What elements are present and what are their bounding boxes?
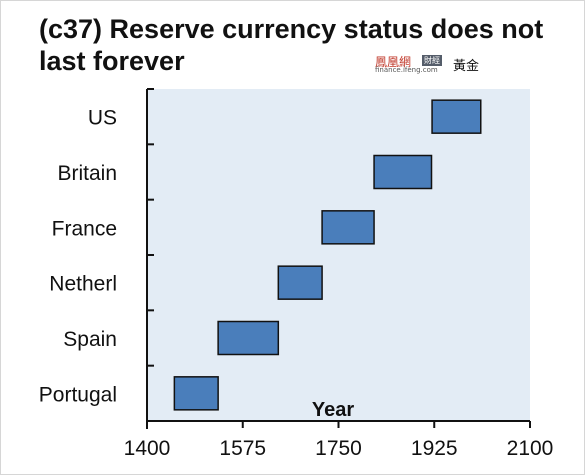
- y-tick-label-netherl: Netherl: [49, 273, 117, 296]
- bar-us: [431, 99, 482, 134]
- chart-title: (c37) Reserve currency status does not l…: [39, 14, 544, 76]
- bar-france: [321, 210, 375, 245]
- y-tick-label-spain: Spain: [63, 328, 117, 351]
- watermark-section-tag: 財經: [422, 55, 442, 66]
- y-tick-label-britain: Britain: [57, 162, 117, 185]
- watermark-domain: finance.ifeng.com: [375, 66, 438, 74]
- y-tick-label-france: France: [52, 217, 117, 240]
- site-watermark: 鳳凰網 財經 finance.ifeng.com 黃金: [375, 53, 485, 77]
- bar-netherl: [277, 265, 323, 300]
- x-tick-label-1750: 1750: [315, 437, 362, 460]
- bar-spain: [217, 320, 280, 356]
- x-axis-title: Year: [312, 399, 354, 421]
- bar-britain: [373, 154, 433, 190]
- y-tick-label-us: US: [88, 107, 117, 130]
- x-tick-label-1925: 1925: [411, 437, 458, 460]
- watermark-channel: 黃金: [453, 59, 480, 74]
- x-tick-label-2100: 2100: [507, 437, 554, 460]
- x-tick-label-1575: 1575: [219, 437, 266, 460]
- bar-portugal: [173, 376, 219, 411]
- plot-area: [147, 89, 530, 421]
- watermark-site-name: 鳳凰網: [375, 55, 412, 69]
- y-tick-label-portugal: Portugal: [39, 383, 117, 406]
- x-tick-label-1400: 1400: [124, 437, 171, 460]
